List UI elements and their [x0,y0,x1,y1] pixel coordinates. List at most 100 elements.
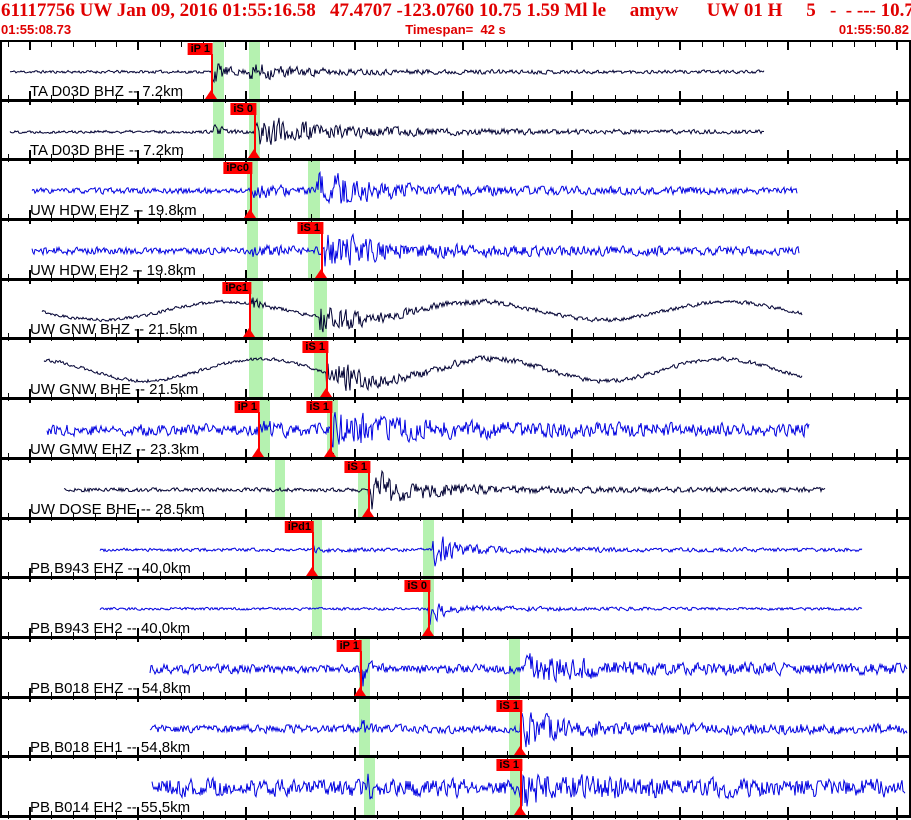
pick-label[interactable]: iS 1 [496,699,522,712]
minor-tick [289,333,291,342]
pick-line[interactable] [250,173,252,219]
pick-label[interactable]: iS 0 [404,580,430,593]
pick-label[interactable]: iP 1 [336,639,362,652]
minor-tick [203,393,205,402]
trace-panel-4[interactable]: iS 1 UW HDW EH2 -- 19.8km [2,221,909,284]
minor-tick [853,94,855,103]
minor-tick [550,751,551,760]
pick-label[interactable]: iS 1 [302,341,328,354]
pick-marker-triangle [354,686,366,696]
pick-line[interactable] [368,471,370,517]
pick-label[interactable]: iS 1 [306,401,332,414]
trace-panel-1[interactable]: iP 1 TA D03D BHZ -- 7.2km [2,42,909,105]
minor-tick [72,273,74,282]
minor-tick [203,214,205,223]
minor-tick [484,512,486,521]
minor-tick [72,42,74,47]
minor-tick [333,691,335,700]
major-tick [570,389,573,404]
minor-tick [831,751,833,760]
pick-line[interactable] [249,292,251,338]
pick-line[interactable] [360,650,362,696]
pick-marker-triangle [205,89,217,99]
minor-tick [506,512,508,521]
major-tick [353,627,356,642]
pick-line[interactable] [428,591,430,636]
pick-line[interactable] [520,770,522,815]
trace-panel-8[interactable]: iS 1 UW DOSE BHE -- 28.5km [2,459,909,523]
trace-panel-13[interactable]: iS 1 PB B014 EH2 -- 55.5km [2,758,909,820]
pick-line[interactable] [520,710,522,756]
pick-label[interactable]: iP 1 [187,43,213,55]
minor-tick [766,42,768,47]
minor-tick [615,572,617,581]
minor-tick [289,452,291,461]
pick-label[interactable]: iPd1 [284,520,314,533]
trace-panel-6[interactable]: iS 1 UW GNW BHE -- 21.5km [2,340,909,404]
pick-label[interactable]: iS 0 [230,102,256,115]
minor-tick [311,273,313,282]
waveform [43,355,803,393]
trace-panel-9[interactable]: iPd1 PB B943 EHZ -- 40.0km [2,519,909,583]
pick-label[interactable]: iP 1 [234,401,260,414]
trace-panel-10[interactable]: iS 0 PB B943 EH2 -- 40.0km [2,579,909,642]
station-label: UW DOSE BHE -- 28.5km [30,500,205,518]
minor-tick [419,154,421,163]
major-tick [787,806,790,820]
minor-tick [159,572,161,581]
minor-tick [51,512,53,521]
minor-tick [853,691,855,700]
trace-panel-2[interactable]: iS 0 TA D03D BHE -- 7.2km [2,101,909,165]
time-axis [2,337,909,341]
pick-line[interactable] [321,233,323,278]
station-label: PB B018 EH1 -- 54.8km [30,739,191,757]
minor-tick [268,333,270,342]
minor-tick [224,214,226,223]
minor-tick [831,691,833,700]
pick-line[interactable] [326,352,328,398]
major-tick [28,329,31,344]
waveform [9,117,765,145]
pick-line[interactable] [330,412,332,457]
major-tick [353,150,356,165]
minor-tick [159,631,161,640]
pick-line[interactable] [211,54,213,99]
trace-panel-5[interactable]: iPc1 UW GNW BHZ -- 21.5km [2,280,909,344]
major-tick [136,687,139,702]
trace-panel-11[interactable]: iP 1 PB B018 EHZ -- 54.8km [2,638,909,702]
minor-tick [159,452,161,461]
pick-line[interactable] [258,412,260,457]
major-tick [353,568,356,583]
minor-tick [376,94,378,103]
minor-tick [333,452,335,461]
minor-tick [506,273,508,282]
minor-tick [268,751,270,760]
pick-line[interactable] [312,531,314,577]
pick-label[interactable]: iPc0 [223,162,252,175]
trace-panel-3[interactable]: iPc0 UW HDW EHZ -- 19.8km [2,161,909,225]
time-axis [2,635,909,639]
pick-label[interactable]: iPc1 [222,281,251,294]
minor-tick [268,810,270,819]
minor-tick [203,512,205,521]
pick-label[interactable]: iS 1 [496,759,522,772]
minor-tick [268,42,270,47]
major-tick [462,150,465,165]
minor-tick [398,452,400,461]
major-tick [245,269,248,284]
trace-panel-7[interactable]: iP 1 iS 1 UW GMW EHZ -- 23.3km [2,400,909,463]
minor-tick [831,42,833,47]
major-tick [136,269,139,284]
minor-tick [766,333,768,342]
trace-panel-12[interactable]: iS 1 PB B018 EH1 -- 54.8km [2,698,909,762]
minor-tick [116,273,118,282]
pick-label[interactable]: iS 1 [344,460,370,473]
major-tick [462,42,465,50]
minor-tick [376,214,378,223]
minor-tick [224,393,226,402]
pick-line[interactable] [254,113,256,159]
window-start-time: 01:55:08.73 [1,22,72,37]
pick-label[interactable]: iS 1 [297,222,323,235]
minor-tick [658,94,660,103]
time-axis [2,695,909,699]
